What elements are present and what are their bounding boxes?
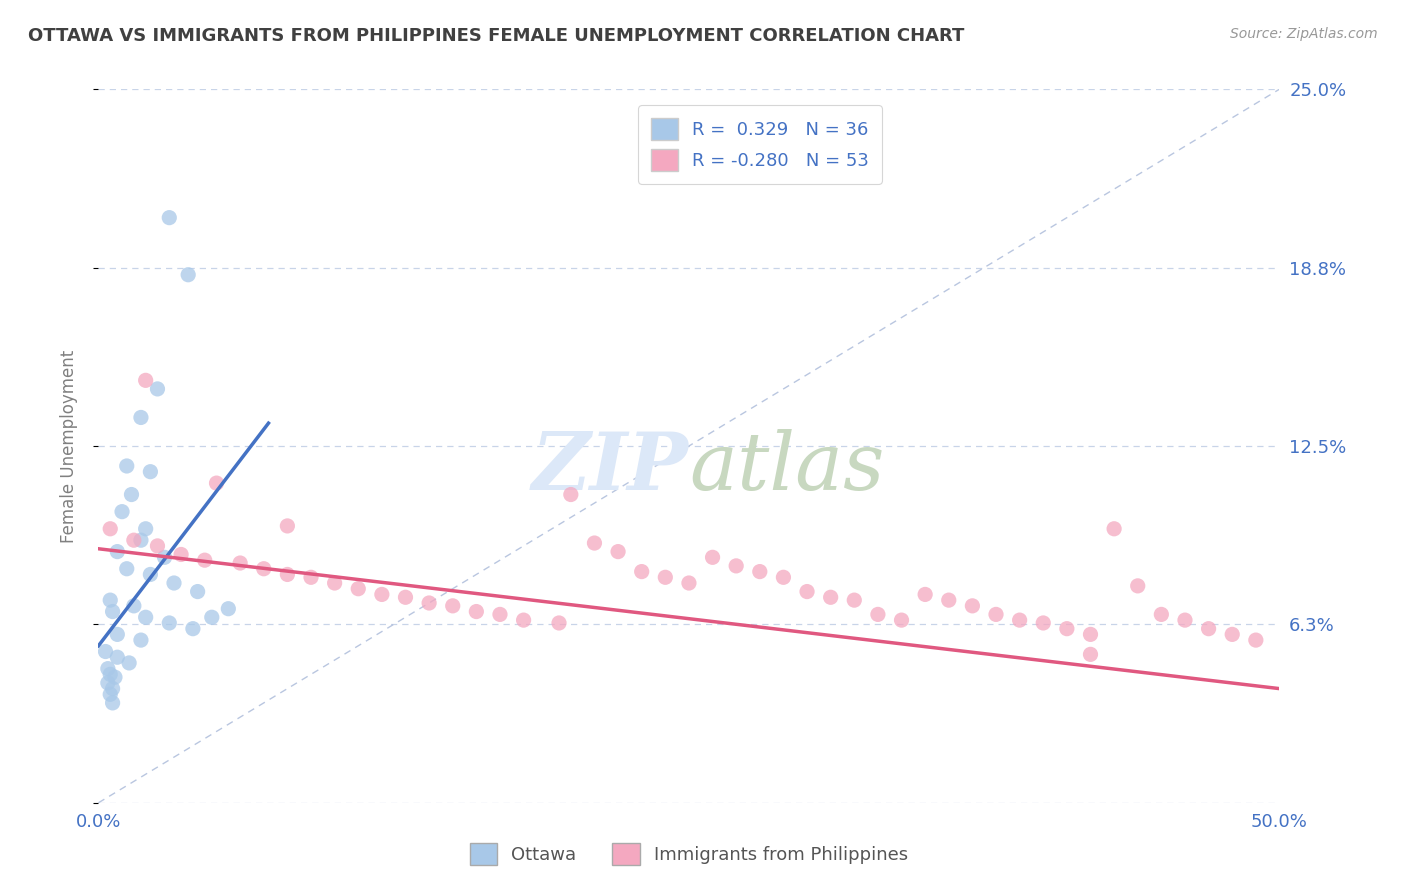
Point (465, 605, 488, 619)
Point (135, 373, 157, 387)
Point (1032, 615, 1054, 630)
Point (98, 687, 121, 701)
Point (725, 558, 748, 573)
Point (323, 576, 346, 591)
Point (1150, 607, 1173, 622)
Point (678, 576, 700, 591)
Point (229, 556, 252, 570)
Text: atlas: atlas (689, 429, 884, 506)
Y-axis label: Female Unemployment: Female Unemployment (59, 350, 77, 542)
Point (105, 650, 128, 665)
Point (820, 591, 842, 605)
Point (181, 622, 204, 636)
Point (1174, 613, 1197, 627)
Point (347, 582, 370, 596)
Point (121, 487, 143, 501)
Point (441, 599, 464, 613)
Point (512, 613, 534, 627)
Point (157, 615, 180, 630)
Point (253, 562, 276, 576)
Point (1080, 627, 1102, 641)
Point (115, 458, 138, 473)
Point (139, 567, 162, 582)
Legend: Ottawa, Immigrants from Philippines: Ottawa, Immigrants from Philippines (463, 836, 915, 872)
Point (105, 544, 128, 558)
Point (1008, 613, 1031, 627)
Point (205, 476, 228, 491)
Point (201, 610, 224, 624)
Text: OTTAWA VS IMMIGRANTS FROM PHILIPPINES FEMALE UNEMPLOYMENT CORRELATION CHART: OTTAWA VS IMMIGRANTS FROM PHILIPPINES FE… (28, 27, 965, 45)
Point (177, 268, 200, 282)
Point (139, 465, 162, 479)
Point (129, 633, 152, 648)
Point (276, 519, 298, 533)
Point (94, 644, 117, 658)
Point (1244, 633, 1267, 648)
Point (129, 410, 152, 425)
Point (844, 593, 866, 607)
Point (101, 681, 124, 696)
Point (98, 522, 121, 536)
Text: ZIP: ZIP (531, 429, 689, 506)
Point (1056, 622, 1078, 636)
Point (1220, 627, 1243, 641)
Point (866, 607, 889, 622)
Point (796, 584, 818, 599)
Point (1198, 622, 1220, 636)
Point (101, 696, 124, 710)
Point (98, 593, 121, 607)
Point (122, 599, 145, 613)
Point (153, 550, 176, 565)
Point (111, 505, 134, 519)
Point (748, 565, 770, 579)
Point (170, 548, 193, 562)
Point (104, 670, 127, 684)
Point (702, 550, 724, 565)
Point (118, 656, 141, 670)
Point (101, 605, 124, 619)
Point (122, 533, 145, 548)
Point (276, 567, 298, 582)
Point (115, 562, 138, 576)
Point (914, 587, 936, 601)
Point (962, 599, 984, 613)
Point (163, 576, 186, 591)
Point (1126, 579, 1149, 593)
Point (984, 607, 1007, 622)
Point (607, 544, 630, 558)
Point (630, 565, 652, 579)
Point (129, 533, 152, 548)
Point (1102, 522, 1125, 536)
Point (135, 522, 157, 536)
Point (299, 570, 322, 584)
Point (157, 211, 180, 225)
Point (583, 536, 606, 550)
Point (654, 570, 676, 584)
Point (97, 662, 120, 676)
Point (1080, 648, 1102, 662)
Point (938, 593, 960, 607)
Text: Source: ZipAtlas.com: Source: ZipAtlas.com (1230, 27, 1378, 41)
Point (146, 539, 169, 553)
Point (98, 667, 121, 681)
Point (548, 615, 571, 630)
Point (194, 553, 217, 567)
Point (489, 607, 512, 622)
Point (97, 676, 120, 690)
Point (146, 382, 169, 396)
Point (187, 584, 209, 599)
Point (394, 591, 416, 605)
Point (890, 613, 912, 627)
Point (371, 587, 394, 601)
Point (105, 627, 128, 641)
Point (418, 596, 440, 610)
Point (135, 610, 157, 624)
Point (217, 601, 239, 615)
Point (772, 570, 794, 584)
Point (560, 487, 582, 501)
